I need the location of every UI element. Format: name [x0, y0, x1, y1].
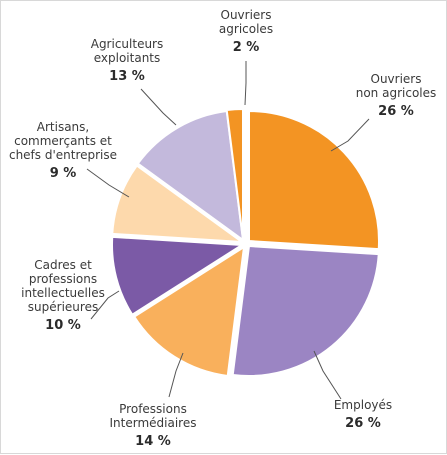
- slice-label-1: Ouvriers: [371, 72, 422, 86]
- pie-slice-5: [111, 164, 246, 244]
- slice-percent-2: 26 %: [345, 416, 381, 431]
- pie-slice-7: [225, 107, 244, 240]
- slice-label-3: Intermédiaires: [110, 416, 197, 430]
- slice-percent-1: 26 %: [378, 104, 414, 119]
- leader-line-6: [140, 88, 177, 126]
- slice-label-7: Ouvriers: [221, 8, 272, 22]
- slice-label-4: professions: [29, 272, 97, 286]
- leader-line-2: [313, 350, 342, 400]
- slice-label-4: supérieures: [28, 300, 98, 314]
- slice-label-7: agricoles: [219, 22, 273, 36]
- slice-percent-4: 10 %: [45, 318, 81, 333]
- pie-slice-4: [111, 235, 246, 317]
- pie-slice-2: [231, 244, 380, 377]
- slice-percent-3: 14 %: [135, 434, 171, 449]
- pie-slice-3: [132, 245, 246, 378]
- slice-percent-6: 13 %: [109, 69, 145, 84]
- leader-line-7: [244, 61, 247, 106]
- slice-label-1: non agricoles: [356, 86, 437, 100]
- slice-label-4: Cadres et: [34, 258, 92, 272]
- slice-percent-5: 9 %: [50, 166, 77, 181]
- slice-label-2: Employés: [334, 398, 392, 412]
- leader-line-3: [168, 352, 184, 398]
- slice-percent-7: 2 %: [233, 40, 260, 55]
- leader-line-5: [86, 168, 130, 198]
- pie-slice-1: [248, 109, 380, 251]
- slice-label-5: commerçants et: [14, 134, 112, 148]
- leader-line-4: [90, 290, 120, 320]
- slice-label-3: Professions: [119, 402, 187, 416]
- slice-label-6: Agriculteurs: [91, 37, 164, 51]
- slice-label-5: chefs d'entreprise: [9, 148, 117, 162]
- slice-label-5: Artisans,: [37, 120, 89, 134]
- slice-label-6: exploitants: [94, 51, 161, 65]
- pie-slice-6: [136, 109, 245, 243]
- leader-line-1: [330, 118, 370, 152]
- slice-label-4: intellectuelles: [21, 286, 105, 300]
